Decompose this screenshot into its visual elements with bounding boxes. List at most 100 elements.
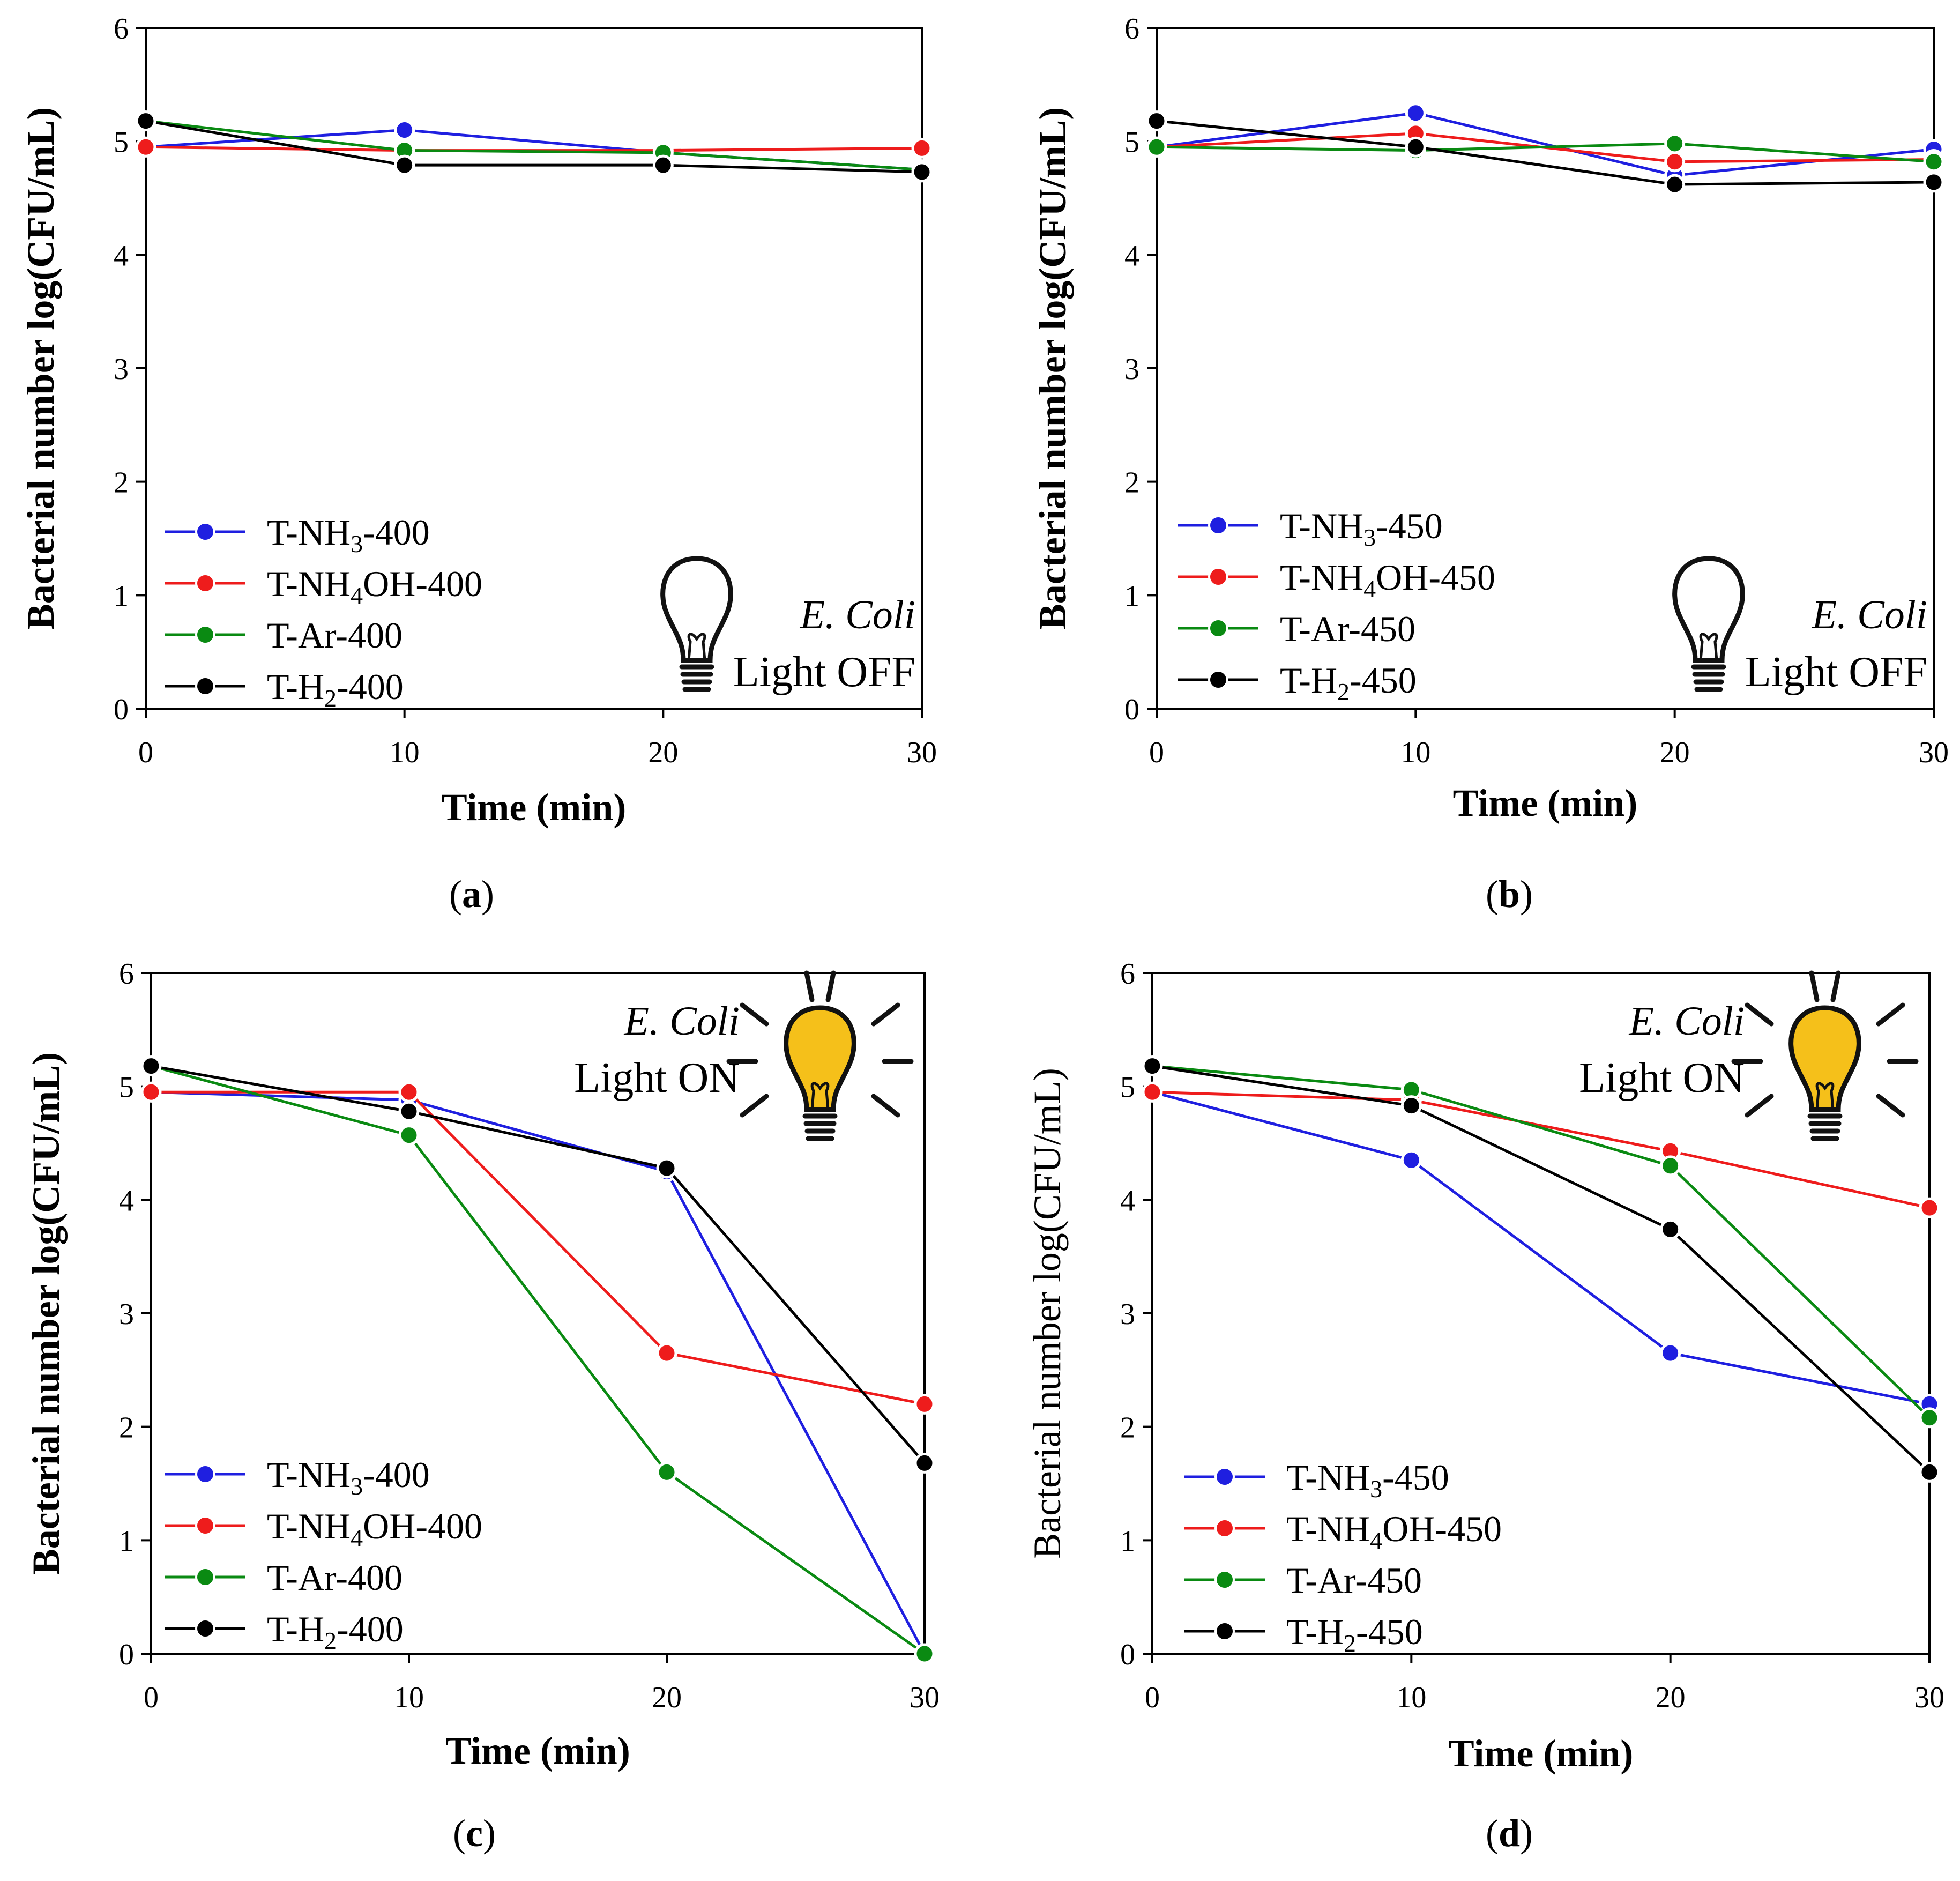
x-tick-label: 20 xyxy=(652,1681,682,1714)
legend-label-T-Ar-400: T-Ar-400 xyxy=(267,615,403,656)
organism-label: E. Coli xyxy=(800,592,915,637)
series-line-T-Ar-400 xyxy=(151,1065,926,1655)
x-tick-label: 30 xyxy=(907,736,937,769)
data-point-T-NH4OH-450 xyxy=(1664,151,1686,173)
y-tick-label: 1 xyxy=(1120,1525,1135,1558)
data-point-T-H2-400 xyxy=(656,1157,677,1179)
y-tick-label: 0 xyxy=(114,693,129,726)
data-point-T-Ar-450 xyxy=(1146,136,1167,158)
legend-label-T-NH4OH-400: T-NH4OH-400 xyxy=(267,563,482,609)
data-point-T-NH3-400 xyxy=(394,120,415,140)
x-tick-label: 10 xyxy=(1400,736,1430,769)
panel-label: (a) xyxy=(449,873,494,916)
x-tick-label: 30 xyxy=(1919,736,1949,769)
chart-panel-c: 0 1 2 3 4 5 6 0 10 20 30 Time (min) Bacterial number… xyxy=(25,957,940,1855)
data-point-T-H2-450 xyxy=(1405,136,1426,158)
panel-label: (b) xyxy=(1486,873,1533,916)
light-state-label: Light OFF xyxy=(733,649,915,696)
legend-label-T-Ar-450: T-Ar-450 xyxy=(1280,608,1415,649)
y-tick-label: 5 xyxy=(114,126,129,159)
legend-swatch-marker xyxy=(195,624,215,645)
data-point-T-H2-400 xyxy=(914,1452,935,1474)
data-point-T-NH3-450 xyxy=(1400,1149,1422,1171)
legend-label-T-NH3-450: T-NH3-450 xyxy=(1286,1457,1449,1503)
y-tick-label: 3 xyxy=(119,1298,134,1331)
data-point-T-H2-450 xyxy=(1664,174,1686,195)
x-axis-title: Time (min) xyxy=(1453,782,1638,824)
x-axis-title: Time (min) xyxy=(1449,1732,1634,1775)
x-tick-label: 30 xyxy=(1914,1681,1944,1714)
y-tick-label: 4 xyxy=(1120,1184,1135,1217)
y-tick-label: 0 xyxy=(119,1638,134,1671)
series-line-T-Ar-450 xyxy=(1152,1065,1931,1419)
legend-swatch-marker xyxy=(195,1567,215,1587)
legend-label-T-H2-400: T-H2-400 xyxy=(267,666,404,712)
legend: T-NH3-450 T-NH4OH-450 T-Ar-450 T-H2-450 xyxy=(1178,505,1495,705)
series-line-T-NH3-450 xyxy=(1152,1090,1930,1406)
legend-label-T-NH4OH-400: T-NH4OH-400 xyxy=(267,1506,482,1551)
y-tick-label: 4 xyxy=(1124,239,1139,272)
data-point-T-NH4OH-450 xyxy=(1142,1081,1163,1103)
data-point-T-NH4OH-400 xyxy=(656,1342,677,1364)
legend: T-NH3-400 T-NH4OH-400 T-Ar-400 T-H2-400 xyxy=(165,1454,482,1654)
x-tick-label: 20 xyxy=(648,736,678,769)
data-point-T-NH4OH-400 xyxy=(140,1081,162,1103)
data-point-T-Ar-400 xyxy=(914,1643,935,1664)
x-tick-label: 0 xyxy=(144,1681,159,1714)
legend-swatch-marker xyxy=(1208,515,1228,536)
x-tick-label: 0 xyxy=(1149,736,1164,769)
legend: T-NH3-400 T-NH4OH-400 T-Ar-400 T-H2-400 xyxy=(165,512,482,712)
lightbulb-off-icon xyxy=(660,556,733,692)
organism-label: E. Coli xyxy=(624,999,740,1044)
y-tick-label: 3 xyxy=(1120,1298,1135,1331)
series-line-T-NH3-450 xyxy=(1156,111,1934,177)
y-tick-label: 3 xyxy=(114,353,129,386)
organism-label: E. Coli xyxy=(1812,592,1927,637)
y-tick-label: 4 xyxy=(119,1184,134,1217)
data-point-T-Ar-400 xyxy=(656,1461,677,1483)
chart-panel-a: 0 1 2 3 4 5 6 0 10 20 30 Time (min) Bacterial number… xyxy=(19,12,937,916)
y-axis-title: Bacterial number log(CFU/mL) xyxy=(19,107,62,630)
legend-label-T-H2-400: T-H2-400 xyxy=(267,1609,404,1654)
legend-label-T-Ar-400: T-Ar-400 xyxy=(267,1557,403,1598)
data-point-T-H2-450 xyxy=(1660,1218,1681,1240)
legend-label-T-NH3-400: T-NH3-400 xyxy=(267,512,430,557)
y-tick-label: 1 xyxy=(1124,579,1139,613)
legend-swatch-marker xyxy=(1214,1467,1235,1487)
y-axis-title: Bacterial number log(CFU/mL) xyxy=(1031,107,1074,630)
y-tick-label: 2 xyxy=(1124,466,1139,500)
data-point-T-H2-400 xyxy=(652,154,674,176)
y-tick-label: 3 xyxy=(1124,353,1139,386)
y-tick-label: 5 xyxy=(119,1071,134,1104)
data-point-T-Ar-450 xyxy=(1923,151,1944,173)
x-tick-label: 30 xyxy=(910,1681,940,1714)
y-tick-label: 6 xyxy=(119,957,134,991)
data-point-T-NH3-450 xyxy=(1405,102,1426,124)
legend-label-T-H2-450: T-H2-450 xyxy=(1286,1611,1423,1657)
legend-swatch-marker xyxy=(195,573,215,593)
data-point-T-H2-450 xyxy=(1923,172,1944,193)
legend-swatch-marker xyxy=(1208,618,1228,638)
y-tick-label: 2 xyxy=(1120,1411,1135,1445)
series-line-T-NH4OH-400 xyxy=(151,1090,925,1406)
series-line-T-Ar-400 xyxy=(145,120,922,172)
legend-swatch-marker xyxy=(195,1464,215,1484)
legend-swatch-marker xyxy=(1208,567,1228,587)
legend-swatch-marker xyxy=(1214,1570,1235,1590)
data-point-T-Ar-400 xyxy=(398,1125,420,1146)
legend: T-NH3-450 T-NH4OH-450 T-Ar-450 T-H2-450 xyxy=(1184,1457,1502,1657)
light-state-label: Light ON xyxy=(574,1054,740,1102)
y-tick-label: 2 xyxy=(114,466,129,500)
x-tick-label: 10 xyxy=(394,1681,424,1714)
data-point-T-NH3-450 xyxy=(1660,1342,1681,1364)
series-line-T-H2-450 xyxy=(1152,1065,1931,1474)
y-tick-label: 1 xyxy=(114,579,129,613)
data-point-T-H2-400 xyxy=(911,161,933,183)
data-point-T-H2-450 xyxy=(1146,110,1167,132)
data-point-T-NH4OH-450 xyxy=(1919,1197,1940,1218)
light-state-label: Light OFF xyxy=(1745,649,1927,696)
legend-swatch-marker xyxy=(195,1618,215,1639)
y-tick-label: 5 xyxy=(1124,126,1139,159)
series-line-T-NH3-400 xyxy=(151,1090,926,1655)
